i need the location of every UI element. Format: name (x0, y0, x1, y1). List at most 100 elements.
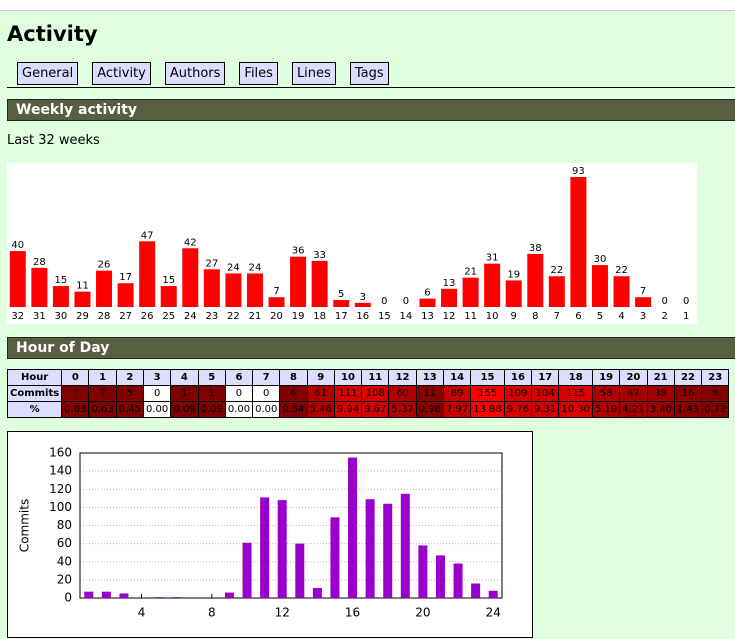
table-cell: 9.76 (503, 401, 533, 418)
bar (418, 545, 428, 598)
table-cell: 6 (279, 385, 308, 402)
bar (312, 588, 322, 598)
bar (277, 500, 287, 598)
x-tick-label: 26 (141, 311, 154, 322)
weekly-chart: 4032283115301129262817274726152542242723… (7, 163, 697, 324)
value-label: 15 (162, 275, 175, 286)
table-cell: 8 (701, 385, 730, 402)
bar (400, 493, 410, 598)
bar (488, 590, 498, 598)
bar (453, 563, 463, 598)
x-tick-label: 16 (345, 606, 360, 620)
value-label: 5 (338, 289, 344, 300)
bar (203, 269, 220, 307)
table-cell: 89 (442, 385, 472, 402)
value-label: 33 (313, 250, 326, 261)
value-label: 15 (55, 275, 68, 286)
table-cell: 16 (503, 369, 533, 386)
x-tick-label: 19 (292, 311, 305, 322)
nav-tab[interactable]: General (17, 62, 79, 85)
table-cell: 10 (333, 369, 363, 386)
bar (101, 591, 111, 598)
table-cell: 2 (115, 369, 145, 386)
bar (290, 256, 307, 307)
table-cell: 0 (224, 385, 254, 402)
x-tick-label: 27 (119, 311, 132, 322)
table-cell: 13 (415, 369, 444, 386)
x-tick-label: 2 (661, 311, 667, 322)
bar (224, 592, 234, 598)
table-cell: 61 (306, 385, 335, 402)
row-header: Commits (6, 385, 63, 402)
table-cell: 10.30 (558, 401, 594, 418)
table-cell: 0.63 (61, 401, 90, 418)
hour-chart: 0 20 40 60 80 100 120 140 160 4 8 12 16 20 24 Commits (7, 431, 533, 638)
section-header: Weekly activity (7, 99, 735, 121)
value-label: 7 (640, 286, 646, 297)
bar (268, 297, 285, 307)
bar (119, 593, 129, 598)
table-cell: 1 (170, 385, 199, 402)
bar (333, 300, 350, 307)
value-label: 11 (76, 281, 89, 292)
x-tick-label: 22 (227, 311, 240, 322)
value-label: 3 (360, 292, 366, 303)
x-tick-label: 17 (335, 311, 348, 322)
x-tick-label: 32 (11, 311, 24, 322)
x-tick-label: 21 (249, 311, 262, 322)
value-label: 0 (661, 296, 667, 307)
value-label: 30 (594, 254, 607, 265)
bar (9, 251, 26, 307)
x-tick-label: 4 (138, 606, 146, 620)
value-label: 36 (292, 246, 305, 257)
table-cell: 115 (558, 385, 594, 402)
table-row: % 0.63 0.63 0.45 0.00 0.09 0.09 0.00 0.00 0.54 5.4… (6, 401, 730, 418)
nav-tab[interactable]: Tags (349, 62, 389, 85)
chart-bg (7, 431, 533, 638)
table-cell: 11 (415, 385, 444, 402)
x-tick-label: 16 (356, 311, 369, 322)
value-label: 93 (572, 166, 585, 177)
table-cell: 17 (531, 369, 560, 386)
value-label: 22 (550, 265, 563, 276)
value-label: 27 (205, 258, 218, 269)
plot-frame (79, 452, 503, 599)
browser-bar (0, 0, 735, 11)
table-cell: 0.45 (115, 401, 145, 418)
bar (84, 591, 94, 598)
table-row: Commits 7 7 5 0 1 1 0 0 6 61 111 108 60 11 89 155 109 104 1… (6, 385, 730, 402)
table-cell: 3 (143, 369, 172, 386)
bar (246, 273, 263, 307)
value-label: 0 (403, 296, 409, 307)
table-cell: 108 (361, 385, 390, 402)
value-label: 28 (33, 257, 46, 268)
nav-tab[interactable]: Lines (291, 62, 336, 85)
x-tick-label: 12 (275, 606, 290, 620)
x-tick-label: 4 (618, 311, 624, 322)
value-label: 0 (381, 296, 387, 307)
x-tick-label: 31 (33, 311, 46, 322)
bar (635, 297, 652, 307)
divider (7, 87, 735, 88)
value-label: 38 (529, 243, 542, 254)
nav-tab[interactable]: Files (239, 62, 278, 85)
x-tick-label: 25 (162, 311, 175, 322)
x-tick-label: 12 (443, 311, 456, 322)
bar (260, 497, 270, 598)
table-cell: 0.72 (701, 401, 730, 418)
table-cell: 0.09 (170, 401, 199, 418)
x-tick-label: 24 (486, 606, 501, 620)
y-tick-label: 0 (64, 591, 72, 605)
bar (570, 177, 587, 307)
bar (225, 273, 242, 307)
table-cell: 1 (197, 385, 226, 402)
nav-tab[interactable]: Activity (92, 62, 151, 85)
nav-tab[interactable]: Authors (164, 62, 226, 85)
bar (74, 291, 91, 307)
value-label: 17 (119, 272, 132, 283)
table-cell: 19 (592, 369, 621, 386)
table-cell: 0.00 (224, 401, 254, 418)
table-row: Hour 0 1 2 3 4 5 6 7 8 9 10 11 12 13 14 15 16 17 18 19 20 21 22… (6, 369, 730, 386)
